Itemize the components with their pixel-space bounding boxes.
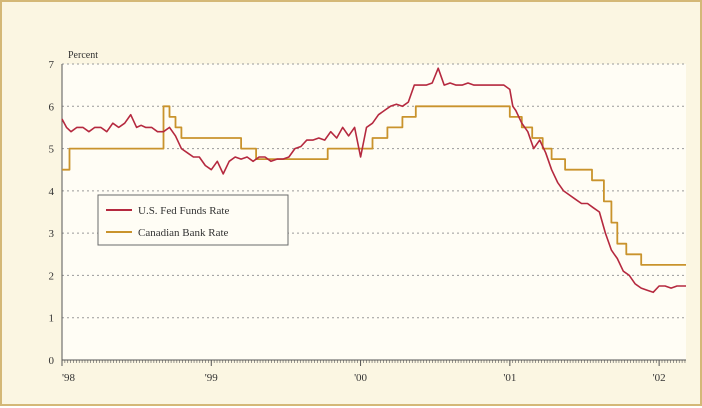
gridlines: [62, 63, 686, 319]
legend: U.S. Fed Funds Rate Canadian Bank Rate: [97, 194, 289, 246]
x-tick-label: '00: [354, 372, 367, 384]
axes: [61, 64, 686, 361]
y-tick-label: 2: [49, 270, 55, 282]
series-lines: [61, 67, 686, 294]
y-tick-label: 7: [49, 59, 55, 71]
x-tick-label: '01: [503, 372, 516, 384]
y-tick-label: 5: [49, 144, 55, 156]
y-tick-labels: 0 1 2 3 4 5 6 7: [49, 59, 55, 367]
x-tick-labels: '98 '99 '00 '01 '02: [61, 360, 686, 384]
y-tick-label: 1: [49, 313, 55, 325]
series-line-us-fed-funds-rate: [61, 67, 686, 294]
legend-box: [97, 194, 289, 246]
y-tick-label: 4: [49, 186, 55, 198]
series-line-canadian-bank-rate: [62, 105, 686, 266]
x-tick-label: '98: [62, 372, 75, 384]
y-axis-unit-label: Percent: [68, 50, 98, 61]
x-tick-label: '02: [653, 372, 666, 384]
legend-label: Canadian Bank Rate: [138, 227, 229, 239]
y-tick-label: 0: [49, 355, 55, 367]
y-tick-label: 6: [49, 101, 55, 113]
legend-label: U.S. Fed Funds Rate: [138, 205, 229, 217]
y-tick-label: 3: [49, 228, 55, 240]
x-tick-label: '99: [205, 372, 218, 384]
